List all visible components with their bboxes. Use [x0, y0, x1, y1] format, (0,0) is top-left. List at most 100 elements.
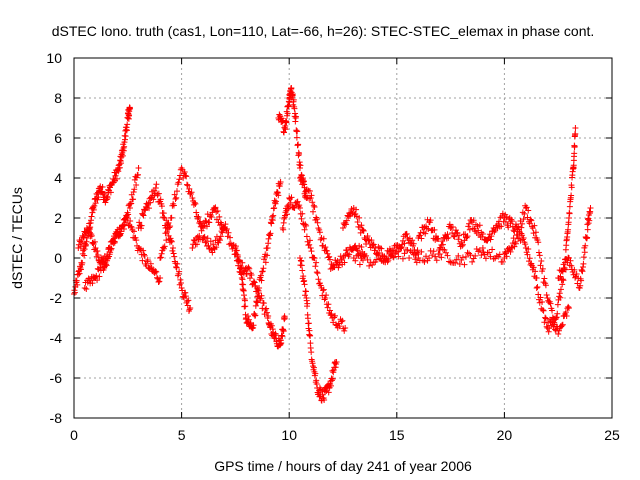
data-point: [336, 262, 343, 269]
data-point: [527, 216, 534, 223]
data-point: [162, 230, 169, 237]
data-point: [581, 249, 588, 256]
data-point: [584, 226, 591, 233]
data-point: [94, 196, 101, 203]
data-point: [455, 236, 462, 243]
data-point: [173, 188, 180, 195]
data-point: [524, 251, 531, 258]
data-point: [203, 223, 210, 230]
data-point: [177, 276, 184, 283]
data-point: [326, 307, 333, 314]
data-point: [356, 214, 363, 221]
data-point: [158, 250, 165, 257]
data-point: [161, 243, 168, 250]
data-point: [272, 198, 279, 205]
data-point: [182, 293, 189, 300]
data-point: [173, 264, 180, 271]
data-point: [456, 232, 463, 239]
data-point: [204, 235, 211, 242]
data-point: [322, 244, 329, 251]
data-point: [196, 232, 203, 239]
y-tick-label: 0: [54, 250, 62, 266]
data-point: [192, 200, 199, 207]
data-point: [470, 217, 477, 224]
data-point: [521, 210, 528, 217]
data-point: [264, 252, 271, 259]
data-point: [537, 262, 544, 269]
chart-title: dSTEC Iono. truth (cas1, Lon=110, Lat=-6…: [52, 23, 595, 39]
data-point: [540, 307, 547, 314]
data-point: [340, 225, 346, 231]
data-point: [93, 272, 100, 279]
data-point: [496, 251, 503, 258]
data-point: [526, 255, 533, 262]
data-point: [420, 229, 427, 236]
data-point: [171, 191, 178, 198]
data-point: [263, 305, 270, 312]
data-point: [255, 290, 262, 297]
data-point: [283, 211, 290, 218]
data-point: [401, 240, 408, 247]
data-point: [170, 202, 177, 209]
data-point: [184, 182, 191, 189]
data-point: [294, 198, 301, 205]
data-point: [297, 162, 304, 169]
data-point: [270, 212, 277, 219]
data-point: [172, 195, 179, 202]
data-point: [565, 226, 572, 233]
data-point: [300, 273, 307, 280]
data-point: [183, 181, 190, 188]
data-point: [322, 294, 329, 301]
data-point: [386, 249, 393, 256]
data-point: [376, 244, 383, 251]
data-point: [252, 312, 259, 319]
data-point: [336, 323, 343, 330]
data-point: [96, 273, 103, 280]
data-point: [459, 241, 466, 248]
data-point: [537, 294, 544, 301]
data-point: [119, 152, 126, 159]
data-point: [358, 243, 365, 250]
data-point: [174, 260, 181, 267]
data-point: [584, 234, 591, 241]
data-point: [542, 282, 549, 289]
data-point: [508, 244, 515, 251]
data-point: [113, 175, 120, 182]
data-point: [541, 319, 548, 326]
data-point: [303, 222, 310, 229]
data-point: [333, 359, 340, 365]
data-point: [205, 242, 212, 249]
data-point: [134, 171, 141, 178]
data-point: [390, 254, 397, 261]
data-point: [206, 219, 213, 226]
data-point: [241, 297, 248, 304]
data-point: [300, 175, 307, 182]
data-point: [152, 268, 159, 275]
data-point: [298, 262, 305, 269]
data-point: [565, 305, 572, 311]
data-point: [432, 253, 439, 260]
data-point: [175, 179, 182, 186]
y-axis-label: dSTEC / TECUs: [9, 187, 25, 289]
data-points: [71, 85, 594, 404]
data-point: [168, 214, 175, 221]
data-point: [184, 298, 191, 305]
data-point: [237, 266, 244, 273]
data-point: [580, 260, 587, 267]
data-point: [498, 223, 505, 230]
data-point: [520, 235, 527, 242]
data-point: [296, 159, 303, 166]
data-point: [332, 312, 339, 319]
data-point: [202, 239, 209, 246]
data-point: [304, 300, 311, 307]
data-point: [571, 143, 578, 150]
data-point: [343, 247, 350, 254]
data-point: [356, 261, 363, 268]
data-point: [182, 172, 189, 179]
data-point: [556, 293, 563, 300]
data-point: [239, 276, 246, 283]
data-point: [94, 277, 101, 284]
data-point: [88, 232, 95, 239]
data-point: [572, 130, 579, 137]
